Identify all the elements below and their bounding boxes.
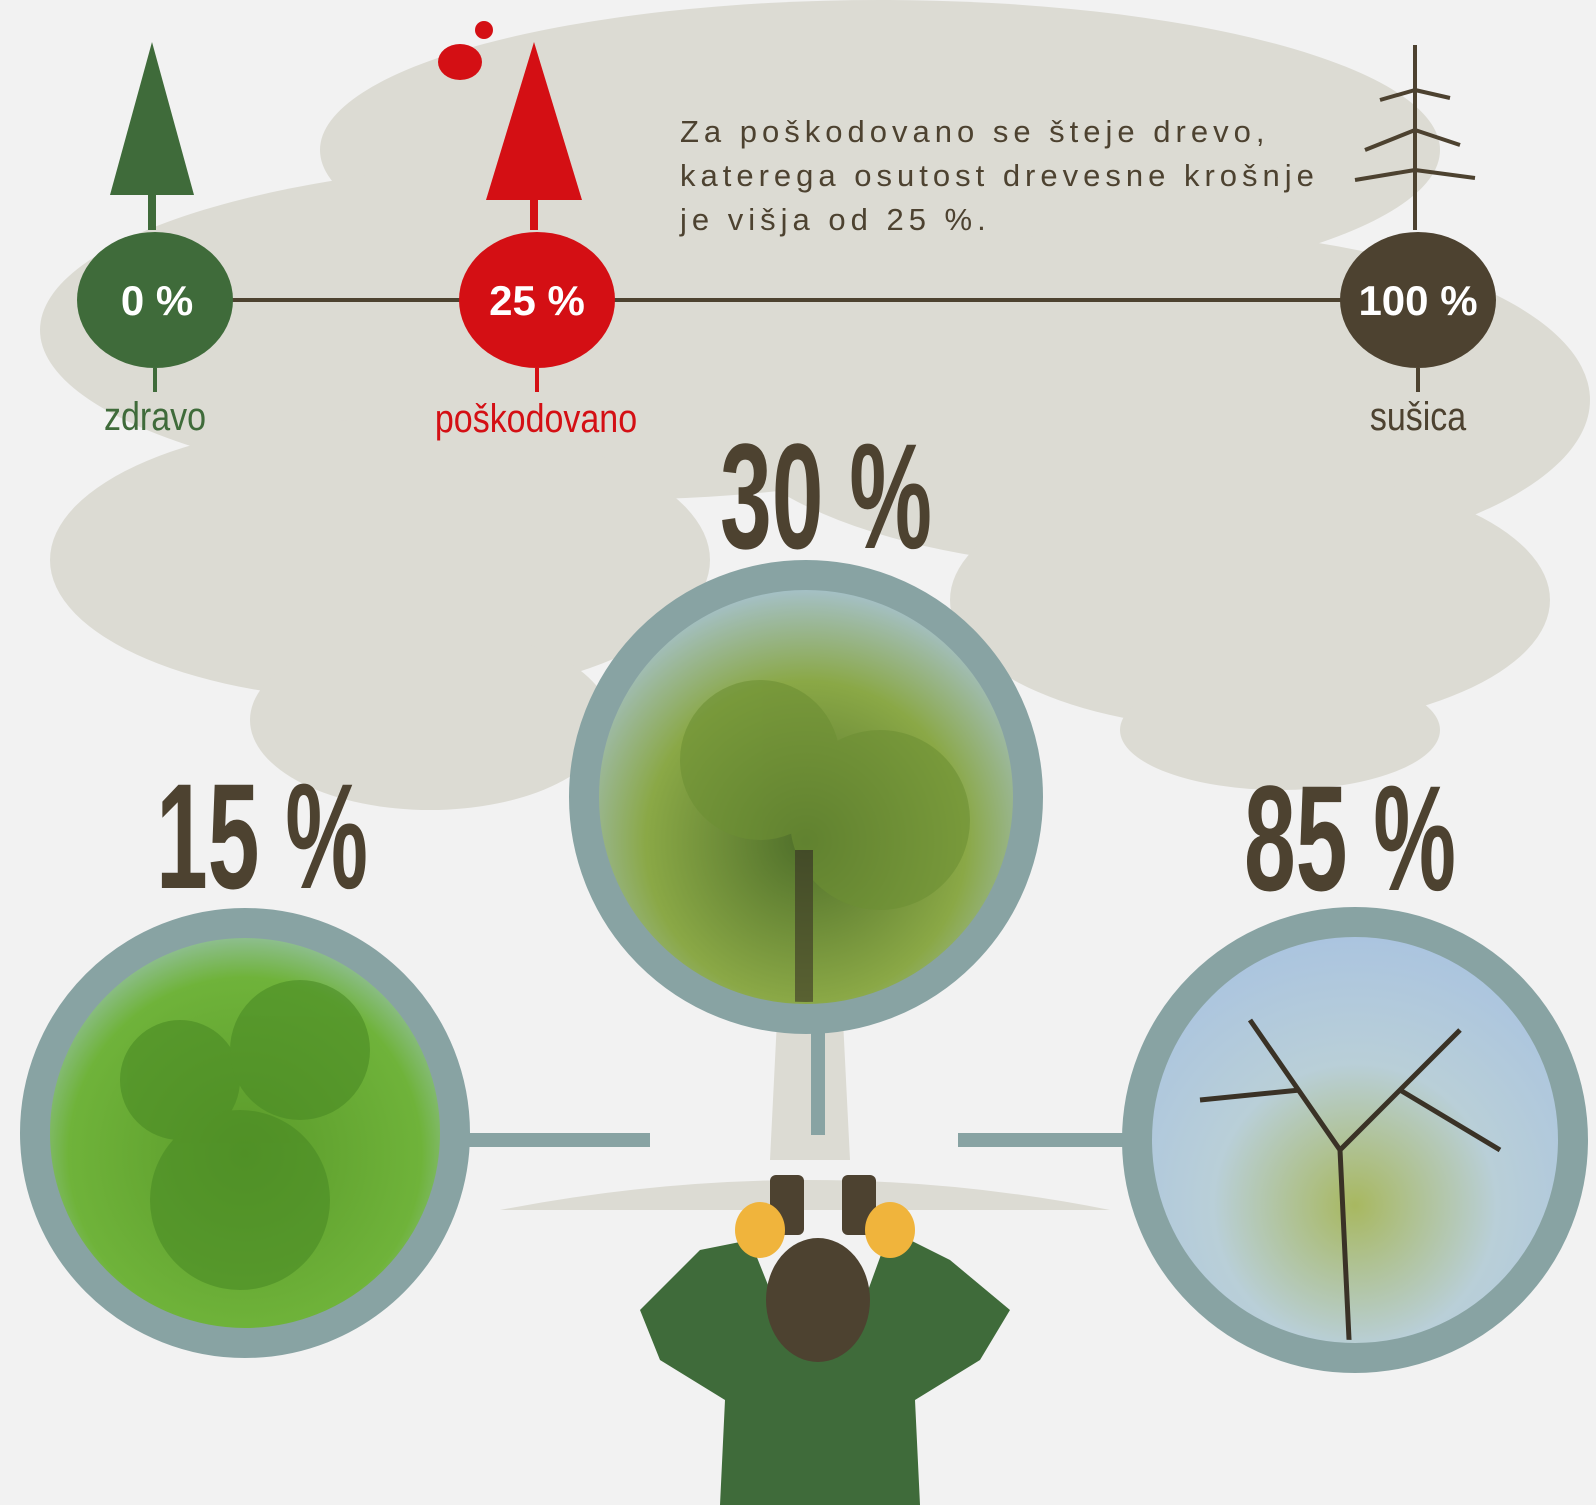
example-85-part <box>1137 922 1573 1358</box>
tree-icon-damaged-part <box>530 195 538 230</box>
node-label: poškodovano <box>435 395 637 440</box>
example-15-part-part <box>230 980 370 1120</box>
observer-part <box>735 1202 785 1258</box>
example-15-part-part <box>150 1110 330 1290</box>
observer <box>640 1175 1010 1505</box>
tree-icon-healthy-part <box>148 190 156 230</box>
page: 0 % zdravo 25 % poškodovano 100 % sušica… <box>0 0 1596 1505</box>
defoliation-label: 85 % <box>1244 755 1456 922</box>
tree-icon-damaged-part <box>438 44 482 80</box>
node-value: 0 % <box>121 277 193 324</box>
note-line: je višja od 25 %. <box>679 202 991 237</box>
example-15: 15 % <box>35 753 455 1343</box>
note-line: Za poškodovano se šteje drevo, <box>680 114 1269 149</box>
example-30-part-part <box>795 850 813 1010</box>
tree-icon-damaged-part <box>475 21 493 39</box>
defoliation-label: 30 % <box>720 413 932 580</box>
defoliation-label: 15 % <box>156 753 368 920</box>
observer-part <box>766 1238 870 1362</box>
example-30-part-part <box>790 730 970 910</box>
node-label: sušica <box>1370 393 1467 438</box>
note-line: katerega osutost drevesne krošnje <box>680 158 1319 193</box>
infographic: 0 % zdravo 25 % poškodovano 100 % sušica… <box>0 0 1596 1505</box>
node-value: 25 % <box>489 277 585 324</box>
node-value: 100 % <box>1358 277 1477 324</box>
background-tree-part <box>500 1180 1110 1210</box>
tree-icon-healthy <box>110 42 194 230</box>
example-85: 85 % <box>1137 755 1573 1360</box>
node-label: zdravo <box>104 393 206 438</box>
tree-icon-healthy-part <box>110 42 194 195</box>
observer-part <box>865 1202 915 1258</box>
